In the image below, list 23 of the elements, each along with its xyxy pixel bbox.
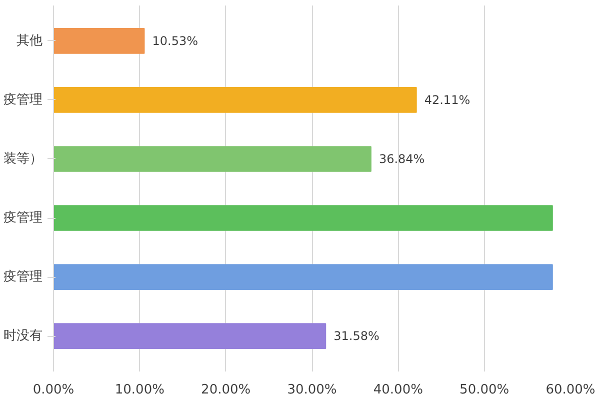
x-tick-label: 40.00%: [373, 382, 423, 398]
bar: [54, 87, 417, 113]
data-label: 36.84%: [378, 152, 425, 166]
y-tick-label: 疫管理: [4, 92, 42, 108]
bar: [54, 205, 553, 231]
data-label: 31.58%: [334, 329, 380, 344]
data-label: 42.11%: [424, 92, 470, 107]
y-tick-label: 疫管理: [4, 270, 42, 285]
x-tick-label: 0.00%: [32, 382, 74, 398]
x-tick-label: 20.00%: [201, 382, 251, 398]
x-tick-label: 60.00%: [546, 382, 596, 398]
bar: [54, 28, 145, 54]
data-label: 10.53%: [152, 34, 198, 48]
bar: [54, 323, 326, 349]
x-tick-label: 50.00%: [460, 382, 510, 398]
bar: [54, 264, 553, 290]
y-tick-label: 时没有: [4, 328, 42, 344]
y-tick-label: 其他: [16, 33, 42, 48]
y-tick-label: 疫管理: [4, 210, 42, 226]
x-tick-label: 30.00%: [287, 382, 337, 398]
x-tick-label: 10.00%: [114, 382, 164, 398]
y-tick-label: 装等）: [4, 151, 42, 166]
bar: [54, 146, 372, 172]
